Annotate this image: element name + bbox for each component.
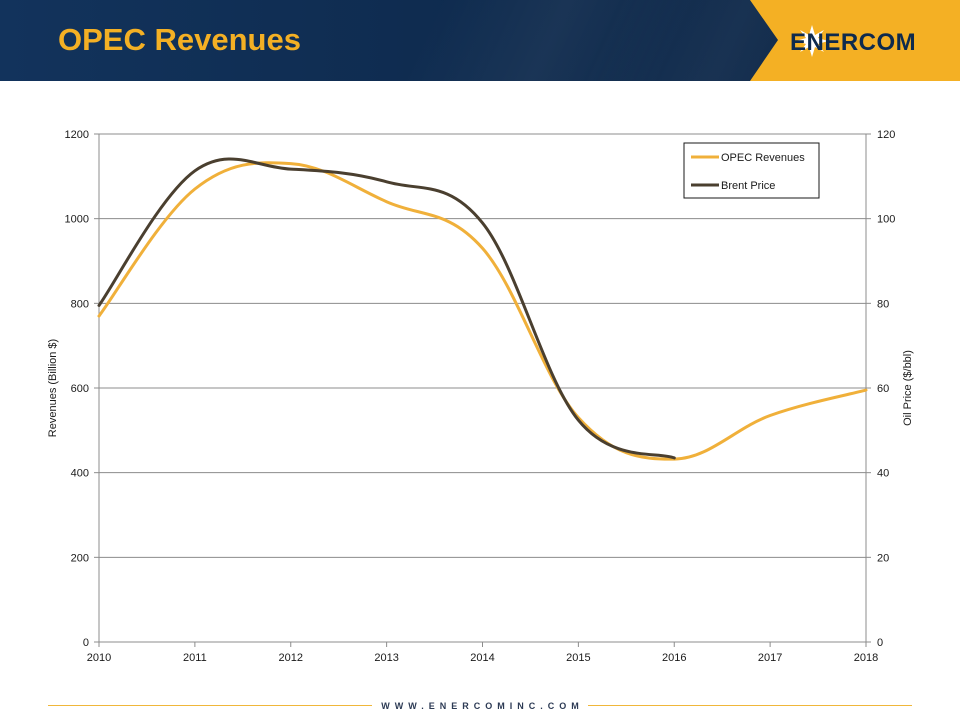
left-axis-ticks: 0 200 400 600 800 1000 1200 xyxy=(65,129,99,649)
y2-tick-label: 100 xyxy=(877,214,895,226)
y2-tick-label: 120 xyxy=(877,129,895,141)
series-line-opec-revenues xyxy=(97,161,868,461)
y2-axis-title: Oil Price ($/bbl) xyxy=(902,350,914,426)
y-tick-label: 800 xyxy=(71,298,89,310)
y-tick-label: 600 xyxy=(71,383,89,395)
x-tick-label: 2011 xyxy=(183,652,207,664)
legend-label: OPEC Revenues xyxy=(721,152,805,164)
slide-title: OPEC Revenues xyxy=(58,22,301,57)
footer-line-right xyxy=(582,705,912,706)
gridlines xyxy=(99,133,866,643)
x-tick-label: 2013 xyxy=(374,652,398,664)
x-tick-label: 2018 xyxy=(854,652,878,664)
right-axis-ticks: 0 20 40 60 80 100 120 xyxy=(866,129,895,649)
logo-star-icon xyxy=(796,25,828,57)
x-tick-label: 2014 xyxy=(470,652,494,664)
footer-url[interactable]: WWW.ENERCOMINC.COM xyxy=(372,701,588,711)
logo-text: ENERCOM xyxy=(790,29,916,56)
legend: OPEC Revenues Brent Price xyxy=(683,142,820,199)
series-line-brent-price xyxy=(97,157,676,460)
y2-tick-label: 0 xyxy=(877,637,883,649)
x-tick-label: 2015 xyxy=(566,652,590,664)
x-axis-ticks: 2010 2011 2012 2013 2014 2015 2016 2017 2018 xyxy=(87,642,878,664)
x-tick-label: 2016 xyxy=(662,652,686,664)
y2-tick-label: 20 xyxy=(877,552,889,564)
chart: 0 200 400 600 800 1000 1200 0 20 40 60 80 100 120 20… xyxy=(47,129,914,664)
series-lines xyxy=(97,157,868,461)
legend-label: Brent Price xyxy=(721,180,775,192)
y-axis-title: Revenues (Billion $) xyxy=(47,339,59,437)
y-tick-label: 1000 xyxy=(65,214,89,226)
y-tick-label: 1200 xyxy=(65,129,89,141)
y-tick-label: 400 xyxy=(71,468,89,480)
logo-panel: ENERCOM xyxy=(750,0,960,81)
y2-tick-label: 40 xyxy=(877,468,889,480)
x-tick-label: 2010 xyxy=(87,652,111,664)
header-banner: OPEC Revenues ENERCOM xyxy=(0,0,960,81)
y-tick-label: 200 xyxy=(71,552,89,564)
legend-box xyxy=(683,142,820,199)
y2-tick-label: 80 xyxy=(877,298,889,310)
footer-line-left xyxy=(48,705,378,706)
footer-url-row: WWW.ENERCOMINC.COM xyxy=(0,701,960,711)
x-tick-label: 2012 xyxy=(279,652,303,664)
y-tick-label: 0 xyxy=(83,637,89,649)
x-tick-label: 2017 xyxy=(758,652,782,664)
y2-tick-label: 60 xyxy=(877,383,889,395)
